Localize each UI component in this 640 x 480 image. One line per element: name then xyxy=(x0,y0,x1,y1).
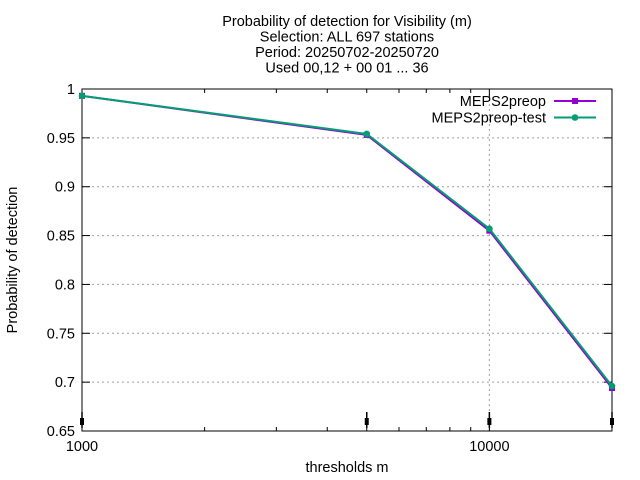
y-tick-label: 1 xyxy=(67,82,75,98)
x-axis-label: thresholds m xyxy=(305,460,388,476)
y-tick-label: 0.65 xyxy=(47,424,75,440)
x-tick-label: 1000 xyxy=(66,439,98,455)
plot-frame xyxy=(81,88,613,432)
series-line xyxy=(81,94,613,387)
grid xyxy=(82,89,612,431)
y-tick-label: 0.95 xyxy=(47,131,75,147)
series-1 xyxy=(78,92,616,390)
y-tick-label: 0.9 xyxy=(55,180,75,196)
y-tick-label: 0.8 xyxy=(55,277,75,293)
series xyxy=(78,92,616,392)
error-bar-marker xyxy=(487,418,492,425)
x-tick-label: 10000 xyxy=(469,439,509,455)
title-line: Selection: ALL 697 stations xyxy=(260,30,434,46)
chart-title: Probability of detection for Visibility … xyxy=(222,14,472,77)
series-line xyxy=(81,94,613,389)
series-point xyxy=(486,225,493,233)
series-point xyxy=(363,130,371,138)
title-line: Probability of detection for Visibility … xyxy=(222,14,472,30)
error-bar-marker xyxy=(80,418,84,425)
error-bars xyxy=(80,412,614,428)
series-point xyxy=(78,92,86,100)
y-tick-label: 0.85 xyxy=(47,229,75,245)
y-tick-label: 0.7 xyxy=(55,375,75,391)
error-bar-marker xyxy=(364,418,369,425)
series-point xyxy=(571,114,579,121)
title-line: Period: 20250702-20250720 xyxy=(255,45,439,61)
series-point xyxy=(572,98,578,104)
axis-ticks: 0.65 0.7 0.75 0.8 0.85 0.9 0.95 1 1000 10000 xyxy=(47,82,612,455)
series-point xyxy=(608,382,616,390)
y-tick-label: 0.75 xyxy=(47,326,75,342)
title-line: Used 00,12 + 00 01 ... 36 xyxy=(265,61,428,77)
legend-label: MEPS2preop xyxy=(460,94,546,110)
y-axis-label: Probability of detection xyxy=(5,187,21,334)
error-bar-marker xyxy=(610,418,614,425)
legend-label: MEPS2preop-test xyxy=(432,111,546,127)
